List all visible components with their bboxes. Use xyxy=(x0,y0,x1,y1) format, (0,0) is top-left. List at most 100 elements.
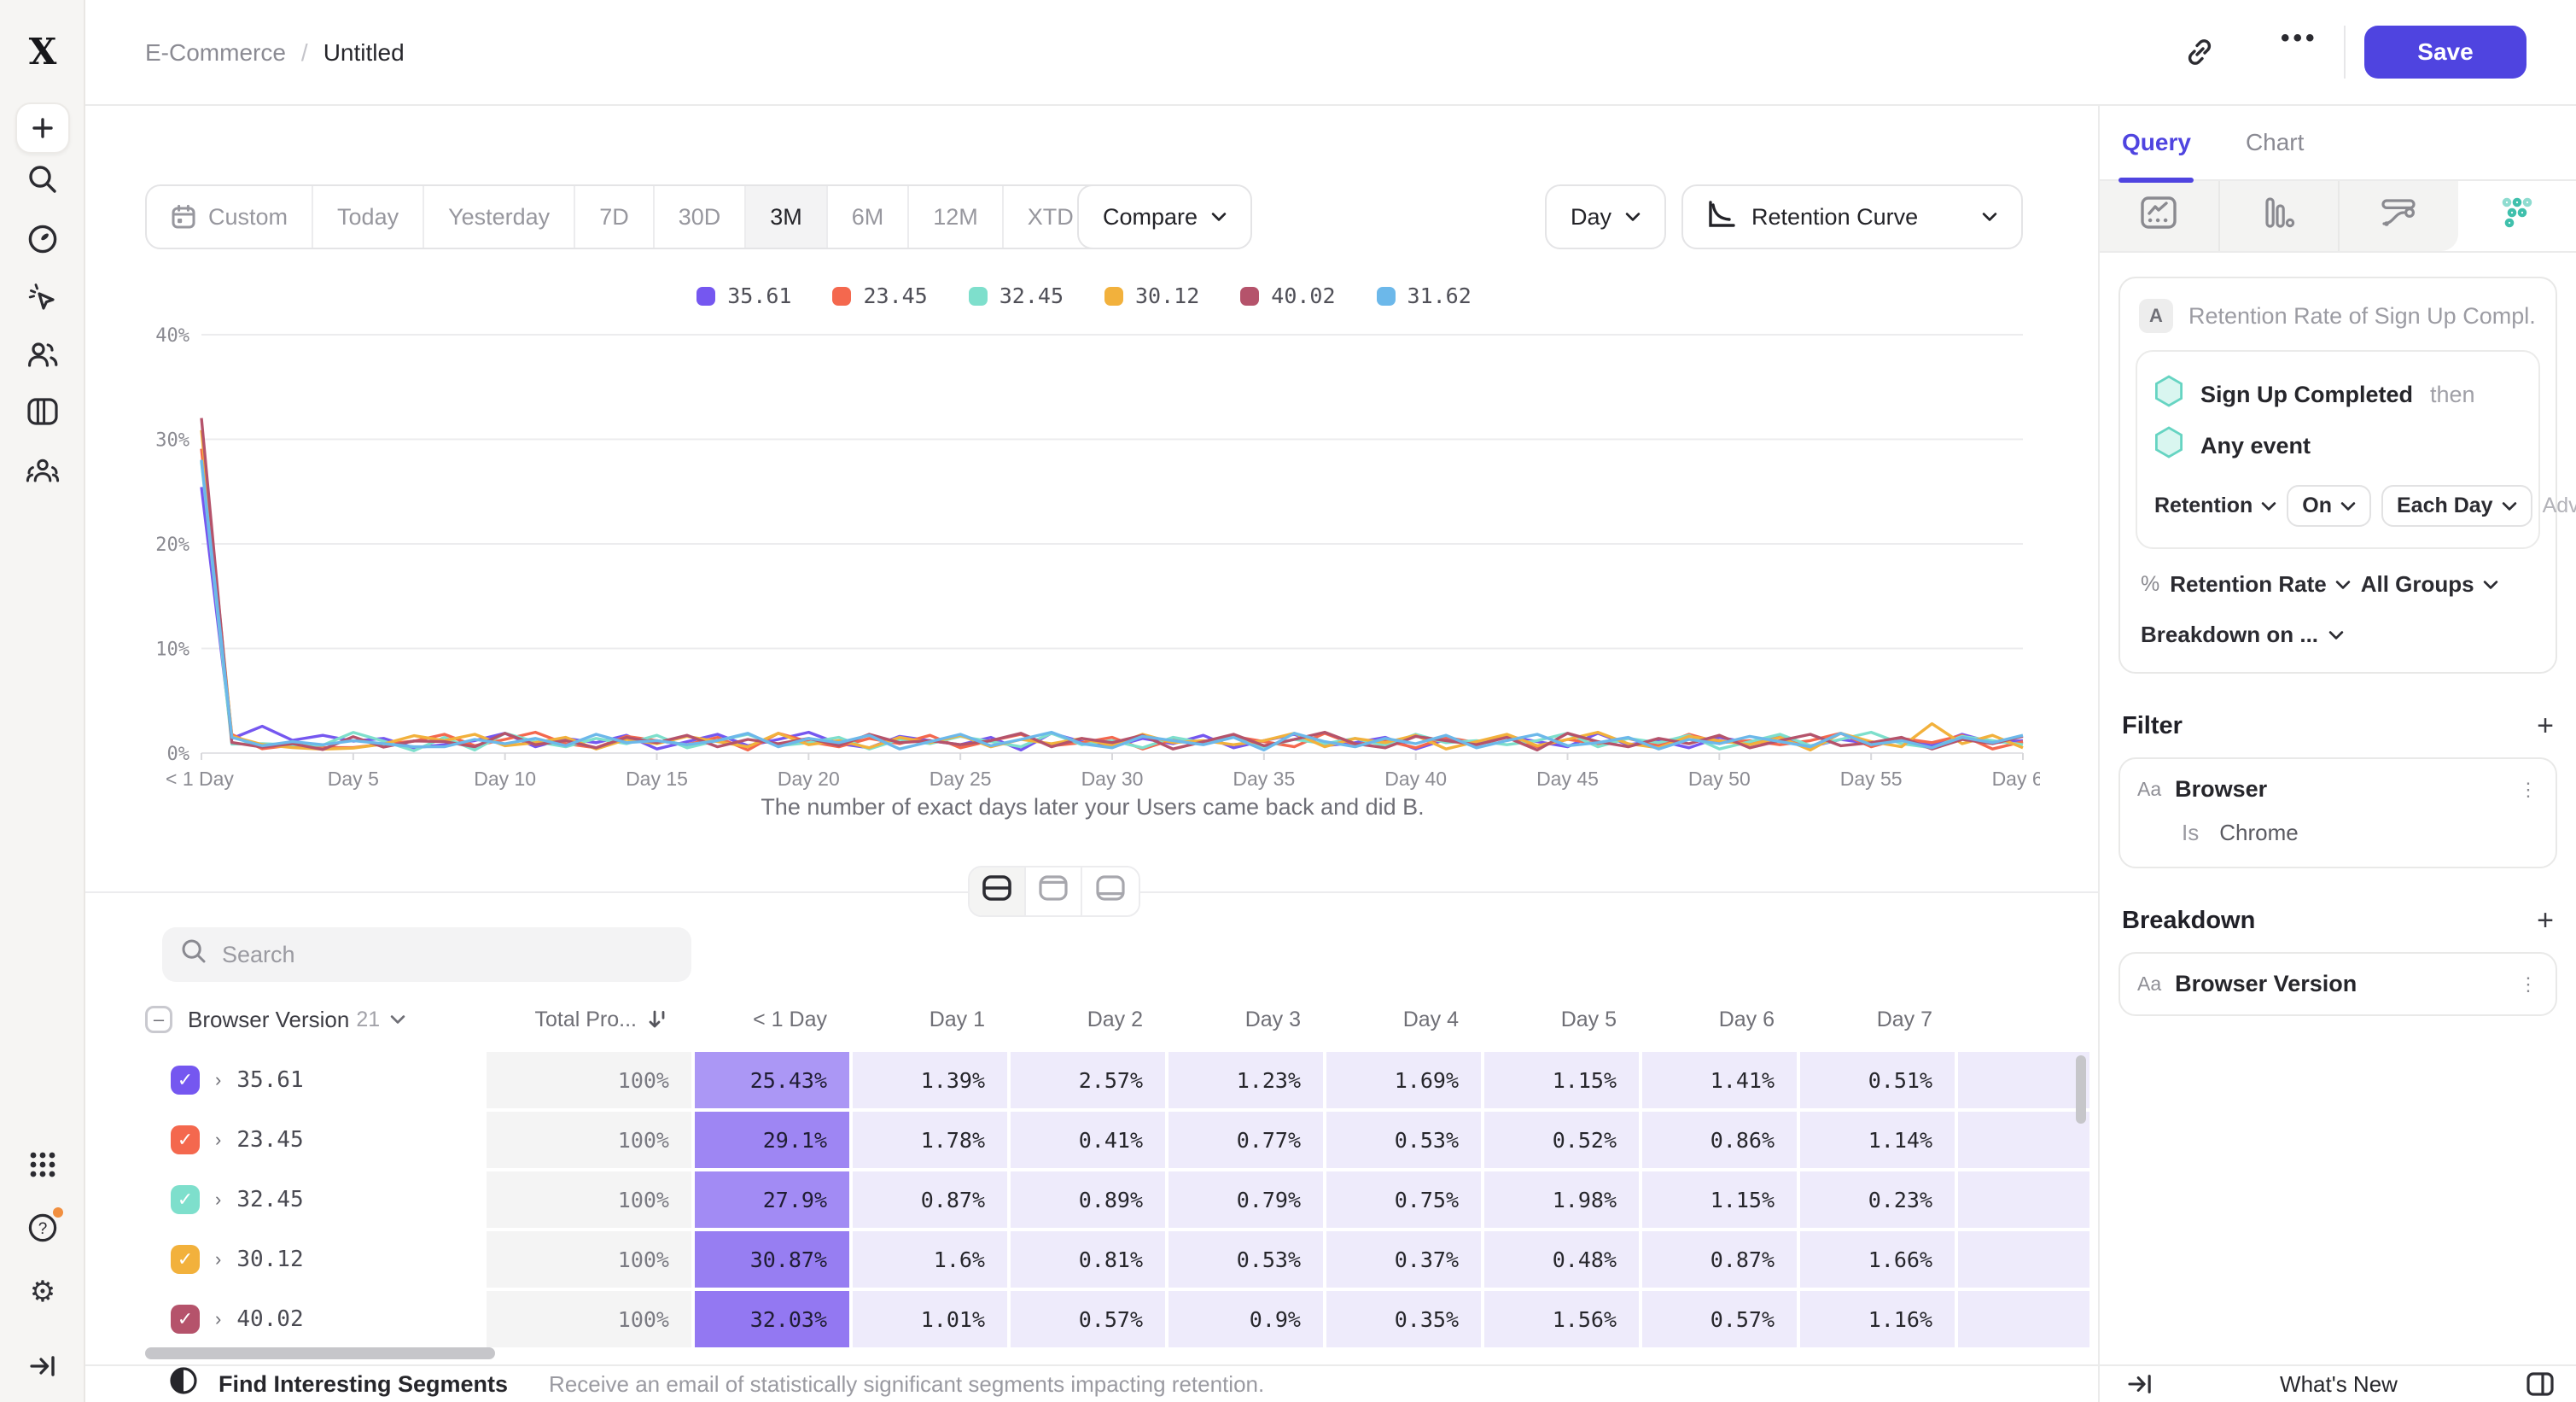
event-b-row[interactable]: Any event xyxy=(2154,420,2521,471)
day-column-header[interactable]: Day 5 xyxy=(1484,990,1639,1049)
advanced-dropdown[interactable]: Adv... xyxy=(2543,494,2576,518)
day-column-header[interactable]: < 1 Day xyxy=(695,990,849,1049)
mixpanel-logo-icon[interactable]: X xyxy=(28,30,57,73)
row-checkbox[interactable]: ✓ xyxy=(171,1125,200,1154)
sidebar-apps-button[interactable] xyxy=(0,1151,85,1178)
day-column-header[interactable]: Day 1 xyxy=(853,990,1007,1049)
kebab-menu-icon[interactable]: ⋮ xyxy=(2519,778,2538,800)
create-new-button[interactable] xyxy=(15,102,70,154)
report-type-retention[interactable] xyxy=(2457,181,2576,251)
vertical-scrollbar[interactable] xyxy=(2076,1055,2086,1124)
sidebar-users-button[interactable] xyxy=(0,340,85,369)
event-a-row[interactable]: Sign Up Completed then xyxy=(2154,369,2521,420)
total-column-header[interactable]: Total Pro... xyxy=(487,990,691,1049)
filter-property-row[interactable]: Aa Browser ⋮ xyxy=(2137,776,2538,803)
layout-chart-button[interactable] xyxy=(1026,867,1082,915)
report-type-funnels[interactable] xyxy=(2219,181,2340,251)
series-line-23.45[interactable] xyxy=(200,448,2024,752)
row-expand-chevron[interactable]: › xyxy=(215,1069,222,1090)
date-range-xtd[interactable]: XTD xyxy=(1004,186,1125,248)
retention-settings-row: Retention On Each Day Adv... xyxy=(2154,485,2576,527)
legend-item[interactable]: 40.02 xyxy=(1240,283,1336,308)
row-expand-chevron[interactable]: › xyxy=(215,1248,222,1270)
date-range-6m[interactable]: 6M xyxy=(828,186,910,248)
add-breakdown-button[interactable]: + xyxy=(2537,904,2554,937)
legend-item[interactable]: 30.12 xyxy=(1104,283,1199,308)
search-input[interactable] xyxy=(222,941,632,968)
sidebar-events-button[interactable] xyxy=(0,282,85,313)
save-button[interactable]: Save xyxy=(2364,26,2526,79)
sidebar-search-button[interactable] xyxy=(0,164,85,195)
horizontal-scrollbar[interactable] xyxy=(145,1347,495,1359)
kebab-menu-icon[interactable]: ⋮ xyxy=(2519,973,2538,995)
retention-on-dropdown[interactable]: On xyxy=(2287,485,2371,527)
retention-each-dropdown[interactable]: Each Day xyxy=(2381,485,2532,527)
sidebar-boards-button[interactable] xyxy=(0,398,85,425)
series-line-40.02[interactable] xyxy=(200,418,2024,752)
legend-item[interactable]: 32.45 xyxy=(968,283,1064,308)
layout-table-button[interactable] xyxy=(1082,867,1139,915)
filter-operator-row[interactable]: Is Chrome xyxy=(2137,803,2538,850)
legend-item[interactable]: 23.45 xyxy=(832,283,928,308)
group-column-header[interactable]: – Browser Version 21 xyxy=(145,990,483,1049)
collapse-panel-button[interactable] xyxy=(2127,1373,2153,1395)
date-range-yesterday[interactable]: Yesterday xyxy=(424,186,576,248)
copy-link-button[interactable] xyxy=(2183,36,2216,75)
settings-button[interactable]: ⚙ xyxy=(0,1277,85,1306)
breakdown-property-row[interactable]: Aa Browser Version ⋮ xyxy=(2137,971,2538,997)
date-range-30d[interactable]: 30D xyxy=(655,186,747,248)
add-filter-button[interactable]: + xyxy=(2537,710,2554,742)
interesting-segments-bar[interactable]: Find Interesting Segments Receive an ema… xyxy=(85,1364,2098,1402)
date-range-custom[interactable]: Custom xyxy=(147,186,314,248)
date-range-today[interactable]: Today xyxy=(313,186,425,248)
day-column-header[interactable]: Day 3 xyxy=(1169,990,1323,1049)
sidebar-explore-button[interactable] xyxy=(0,224,85,254)
whats-new-link[interactable]: What's New xyxy=(2280,1370,2398,1397)
tab-query[interactable]: Query xyxy=(2122,129,2191,155)
row-checkbox[interactable]: ✓ xyxy=(171,1185,200,1214)
date-range-3m[interactable]: 3M xyxy=(746,186,828,248)
layout-split-button[interactable] xyxy=(970,867,1026,915)
series-line-32.45[interactable] xyxy=(200,461,2024,752)
sidebar-collapse-button[interactable] xyxy=(0,1354,85,1378)
breakdown-on-dropdown[interactable]: Breakdown on ... xyxy=(2136,598,2540,651)
row-checkbox[interactable]: ✓ xyxy=(171,1305,200,1334)
series-line-35.61[interactable] xyxy=(200,487,2024,752)
day-column-header[interactable]: Day 4 xyxy=(1326,990,1481,1049)
legend-item[interactable]: 35.61 xyxy=(696,283,791,308)
report-type-insights[interactable] xyxy=(2100,181,2220,251)
granularity-button[interactable]: Day xyxy=(1545,184,1667,249)
report-type-flows[interactable] xyxy=(2340,181,2458,251)
retention-type-dropdown[interactable]: Retention xyxy=(2154,494,2276,518)
date-range-7d[interactable]: 7D xyxy=(575,186,655,248)
tab-chart[interactable]: Chart xyxy=(2245,129,2305,155)
series-line-30.12[interactable] xyxy=(200,429,2024,752)
retention-line-chart[interactable]: 0% 10% 20% 30% 40% < 1 Day Day 5 Day 10 Day 15 Da… xyxy=(145,321,2054,799)
more-options-button[interactable]: ••• xyxy=(2281,24,2318,52)
row-expand-chevron[interactable]: › xyxy=(215,1189,222,1210)
sidebar-cohorts-button[interactable] xyxy=(0,458,85,483)
breadcrumb-report-title[interactable]: Untitled xyxy=(323,39,405,66)
row-checkbox[interactable]: ✓ xyxy=(171,1245,200,1274)
chart-type-button[interactable]: Retention Curve xyxy=(1681,184,2023,249)
date-range-12m[interactable]: 12M xyxy=(909,186,1004,248)
day-column-header[interactable]: Day 6 xyxy=(1642,990,1797,1049)
measure-dropdown[interactable]: Retention Rate xyxy=(2170,571,2350,598)
y-axis-tick: 10% xyxy=(155,640,189,661)
table-search[interactable] xyxy=(162,927,691,982)
row-checkbox[interactable]: ✓ xyxy=(171,1066,200,1095)
series-line-31.62[interactable] xyxy=(200,459,2024,752)
day-column-header[interactable]: Day 2 xyxy=(1011,990,1165,1049)
series-title-row[interactable]: A Retention Rate of Sign Up Compl... xyxy=(2136,295,2540,350)
side-panel-toggle-button[interactable] xyxy=(2526,1372,2554,1396)
legend-item[interactable]: 31.62 xyxy=(1376,283,1472,308)
breadcrumb-project[interactable]: E-Commerce xyxy=(145,39,286,66)
row-expand-chevron[interactable]: › xyxy=(215,1308,222,1329)
row-expand-chevron[interactable]: › xyxy=(215,1129,222,1150)
day-column-header[interactable]: Day 8 xyxy=(1958,990,2089,1049)
day-column-header[interactable]: Day 7 xyxy=(1800,990,1955,1049)
select-all-checkbox[interactable]: – xyxy=(145,1006,172,1033)
sidebar-help-button[interactable]: ? xyxy=(0,1207,85,1243)
groups-dropdown[interactable]: All Groups xyxy=(2361,571,2498,598)
compare-button[interactable]: Compare xyxy=(1077,184,1253,249)
